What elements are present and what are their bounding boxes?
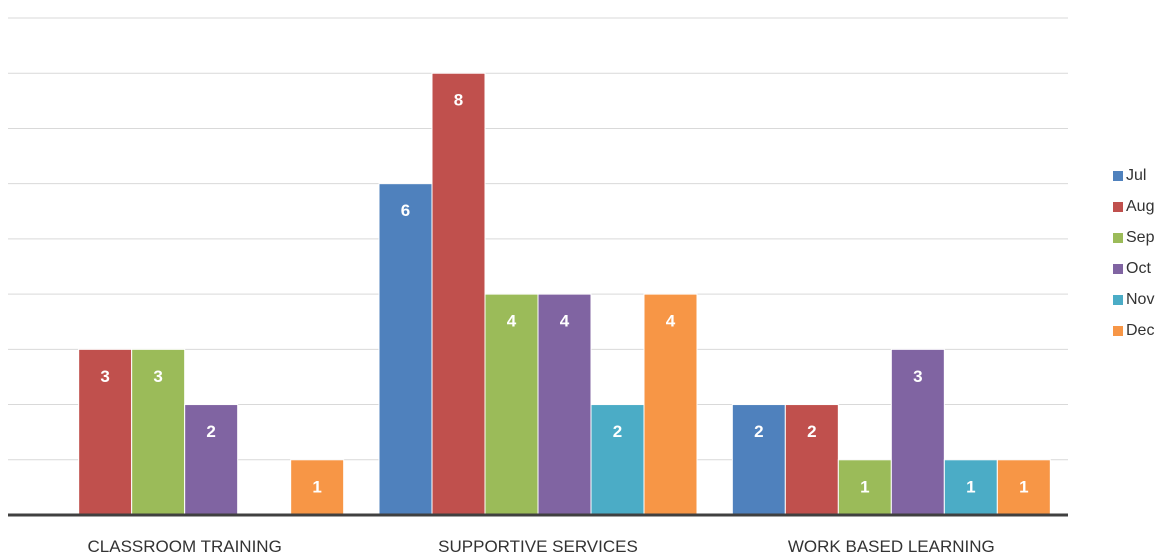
legend-swatch bbox=[1113, 294, 1123, 305]
data-label: 1 bbox=[860, 477, 869, 496]
data-label: 1 bbox=[312, 477, 321, 496]
legend-swatch bbox=[1113, 170, 1123, 181]
data-label: 4 bbox=[507, 312, 517, 331]
category-label: CLASSROOM TRAINING bbox=[88, 537, 282, 556]
chart-legend: Jul Aug Sep Oct Nov Dec bbox=[1113, 160, 1175, 346]
bar-nov bbox=[943, 459, 998, 516]
legend-swatch bbox=[1113, 232, 1123, 243]
bar-nov bbox=[590, 404, 645, 516]
data-label: 2 bbox=[613, 422, 622, 441]
bar-aug bbox=[431, 72, 486, 516]
legend-label: Sep bbox=[1126, 228, 1155, 246]
legend-swatch bbox=[1113, 325, 1123, 336]
bar-jul bbox=[731, 404, 786, 516]
data-label: 4 bbox=[666, 312, 676, 331]
category-label: WORK BASED LEARNING bbox=[788, 537, 995, 556]
data-label: 2 bbox=[206, 422, 215, 441]
category-label: SUPPORTIVE SERVICES bbox=[438, 537, 638, 556]
data-label: 1 bbox=[1019, 477, 1028, 496]
data-label: 2 bbox=[754, 422, 763, 441]
data-label: 6 bbox=[401, 201, 410, 220]
data-label: 3 bbox=[153, 367, 162, 386]
bar-dec bbox=[996, 459, 1051, 516]
data-label: 2 bbox=[807, 422, 816, 441]
legend-label: Jul bbox=[1126, 166, 1147, 184]
bar-aug bbox=[784, 404, 839, 516]
bar-oct bbox=[537, 293, 592, 516]
bar-sep bbox=[837, 459, 892, 516]
data-label: 3 bbox=[913, 367, 922, 386]
data-label: 4 bbox=[560, 312, 570, 331]
data-label: 1 bbox=[966, 477, 975, 496]
legend-label: Dec bbox=[1126, 321, 1155, 339]
legend-item-dec: Dec bbox=[1113, 315, 1175, 346]
bar-oct bbox=[890, 348, 945, 516]
bar-dec bbox=[643, 293, 698, 516]
legend-label: Nov bbox=[1126, 290, 1155, 308]
legend-item-jul: Jul bbox=[1113, 160, 1175, 191]
legend-swatch bbox=[1113, 263, 1123, 274]
legend-label: Oct bbox=[1126, 259, 1151, 277]
legend-label: Aug bbox=[1126, 197, 1155, 215]
legend-item-oct: Oct bbox=[1113, 253, 1175, 284]
data-label: 8 bbox=[454, 91, 463, 110]
legend-item-nov: Nov bbox=[1113, 284, 1175, 315]
data-label: 3 bbox=[100, 367, 109, 386]
bar-jul bbox=[378, 183, 433, 516]
legend-item-aug: Aug bbox=[1113, 191, 1175, 222]
legend-swatch bbox=[1113, 201, 1123, 212]
legend-item-sep: Sep bbox=[1113, 222, 1175, 253]
